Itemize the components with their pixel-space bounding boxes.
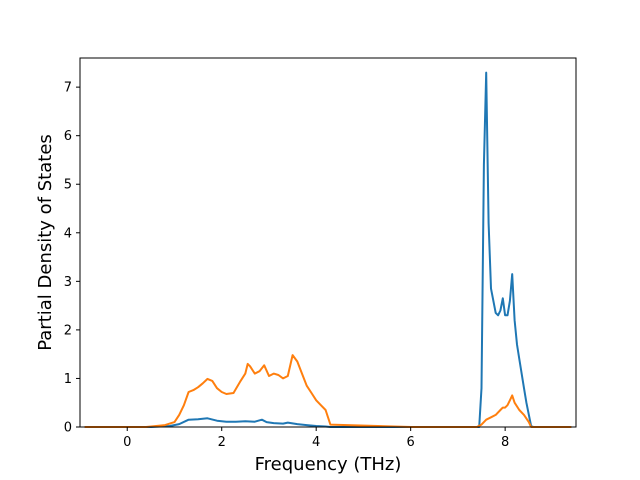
x-tick-label: 2 xyxy=(218,435,226,450)
y-tick-label: 1 xyxy=(64,372,72,387)
x-tick-label: 4 xyxy=(312,435,320,450)
x-axis-label: Frequency (THz) xyxy=(255,454,402,475)
series-layer xyxy=(84,71,572,428)
y-tick-label: 2 xyxy=(64,323,72,338)
y-tick-label: 7 xyxy=(64,81,72,96)
y-axis-label: Partial Density of States xyxy=(35,134,56,351)
x-tick-label: 8 xyxy=(501,435,509,450)
x-tick-label: 6 xyxy=(407,435,415,450)
x-tick-label: 0 xyxy=(123,435,131,450)
y-tick-label: 3 xyxy=(64,275,72,290)
y-tick-label: 6 xyxy=(64,129,72,144)
y-tick-label: 5 xyxy=(64,178,72,193)
series-line-1 xyxy=(84,71,572,428)
plot-frame xyxy=(79,57,577,428)
x-axis-ticks: 0 2 4 6 8 xyxy=(123,427,509,450)
y-tick-label: 4 xyxy=(64,226,72,241)
y-tick-label: 0 xyxy=(64,421,72,436)
y-axis-ticks: 0 1 2 3 4 5 6 7 xyxy=(64,81,80,436)
series-line-2 xyxy=(84,354,572,428)
